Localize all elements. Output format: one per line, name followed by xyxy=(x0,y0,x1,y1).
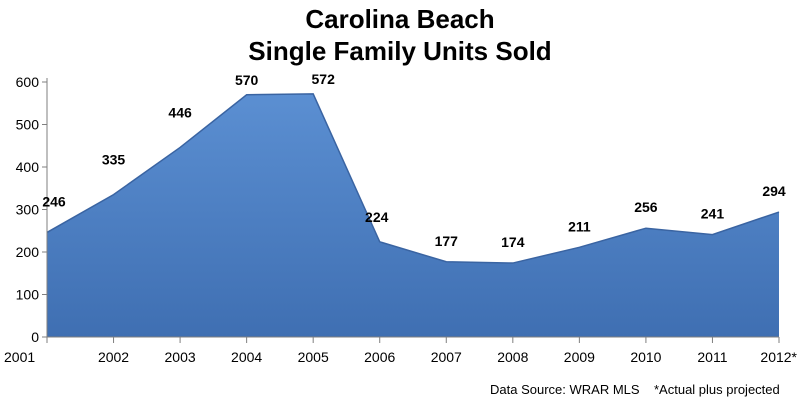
data-value-label: 256 xyxy=(634,199,658,215)
data-value-label: 446 xyxy=(168,104,192,120)
data-value-label: 211 xyxy=(568,218,591,234)
y-tick-label: 300 xyxy=(16,202,40,218)
data-value-label: 335 xyxy=(102,152,126,168)
x-tick-label: 2011 xyxy=(697,349,727,365)
y-tick-label: 600 xyxy=(16,74,40,90)
x-tick-label: 2001 xyxy=(4,349,35,365)
area-fill xyxy=(47,93,779,338)
y-tick-label: 500 xyxy=(16,117,40,133)
x-tick-label: 2008 xyxy=(497,349,528,365)
x-tick-label: 2010 xyxy=(630,349,661,365)
chart-footer: Data Source: WRAR MLS *Actual plus proje… xyxy=(490,382,780,397)
x-tick-label: 2002 xyxy=(98,349,129,365)
projection-note: *Actual plus projected xyxy=(654,382,780,397)
x-tick-label: 2012* xyxy=(760,349,797,365)
data-value-label: 294 xyxy=(762,183,786,199)
x-tick-label: 2005 xyxy=(298,349,329,365)
data-value-label: 174 xyxy=(501,234,525,250)
data-value-label: 570 xyxy=(235,72,259,88)
data-value-label: 241 xyxy=(701,206,725,222)
data-value-label: 177 xyxy=(435,233,459,249)
data-value-label: 224 xyxy=(365,209,389,225)
x-tick-label: 2004 xyxy=(231,349,262,365)
x-tick-label: 2006 xyxy=(364,349,395,365)
x-tick-label: 2003 xyxy=(165,349,196,365)
data-value-label: 246 xyxy=(42,193,66,209)
x-tick-label: 2009 xyxy=(564,349,595,365)
y-tick-label: 400 xyxy=(16,159,40,175)
chart-title-line-2: Single Family Units Sold xyxy=(248,36,552,66)
data-source-note: Data Source: WRAR MLS xyxy=(490,382,640,397)
y-tick-label: 200 xyxy=(16,244,40,260)
y-tick-label: 100 xyxy=(16,287,40,303)
y-tick-label: 0 xyxy=(31,329,39,345)
x-tick-label: 2007 xyxy=(431,349,462,365)
chart-title-line-1: Carolina Beach xyxy=(305,4,495,34)
data-value-label: 572 xyxy=(312,71,336,87)
area-edge-line xyxy=(46,93,780,264)
